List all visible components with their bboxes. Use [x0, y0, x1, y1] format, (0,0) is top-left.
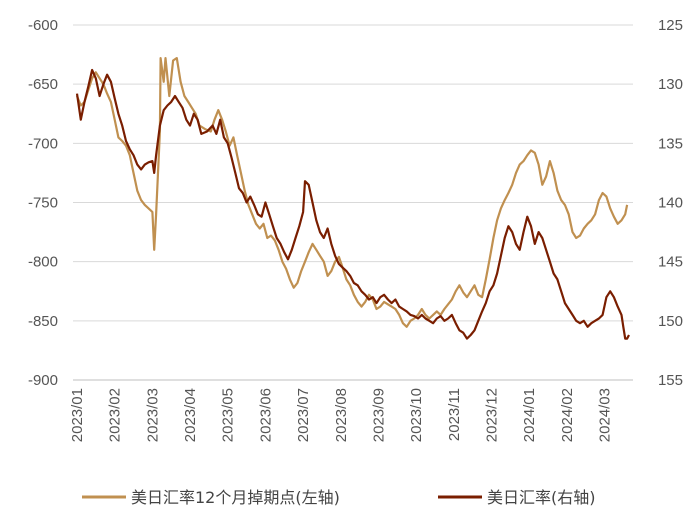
y-right-tick-label: 145 [658, 254, 683, 271]
x-tick-label: 2023/01 [69, 388, 86, 442]
x-tick-label: 2023/05 [220, 388, 237, 442]
series-line-usdjpy [75, 68, 630, 340]
y-left-tick-label: -600 [28, 17, 58, 34]
x-tick-label: 2023/03 [144, 388, 161, 442]
x-tick-label: 2023/02 [107, 388, 124, 442]
x-tick-label: 2023/12 [483, 388, 500, 442]
x-tick-label: 2023/04 [182, 388, 199, 442]
y-left-tick-label: -750 [28, 195, 58, 212]
y-left-tick-label: -900 [28, 372, 58, 389]
x-tick-label: 2023/10 [408, 388, 425, 442]
x-tick-label: 2023/08 [333, 388, 350, 442]
x-tick-label: 2024/03 [597, 388, 614, 442]
x-tick-label: 2023/06 [257, 388, 274, 442]
y-left-tick-label: -850 [28, 313, 58, 330]
x-tick-label: 2024/01 [521, 388, 538, 442]
y-right-tick-label: 150 [658, 313, 683, 330]
legend-label: 美日汇率(右轴) [487, 488, 596, 507]
y-right-tick-label: 140 [658, 195, 683, 212]
y-right-tick-label: 125 [658, 17, 683, 34]
y-left-tick-label: -800 [28, 254, 58, 271]
x-tick-label: 2023/11 [446, 388, 463, 441]
y-left-tick-label: -700 [28, 135, 58, 152]
x-tick-label: 2024/02 [559, 388, 576, 442]
y-right-tick-label: 130 [658, 76, 683, 93]
y-right-tick-label: 155 [658, 372, 683, 389]
series-line-swap-points [75, 57, 629, 328]
x-tick-label: 2023/09 [370, 388, 387, 442]
x-tick-label: 2023/07 [295, 388, 312, 442]
legend-label: 美日汇率12个月掉期点(左轴) [131, 488, 340, 507]
y-right-tick-label: 135 [658, 135, 683, 152]
y-left-tick-label: -650 [28, 76, 58, 93]
